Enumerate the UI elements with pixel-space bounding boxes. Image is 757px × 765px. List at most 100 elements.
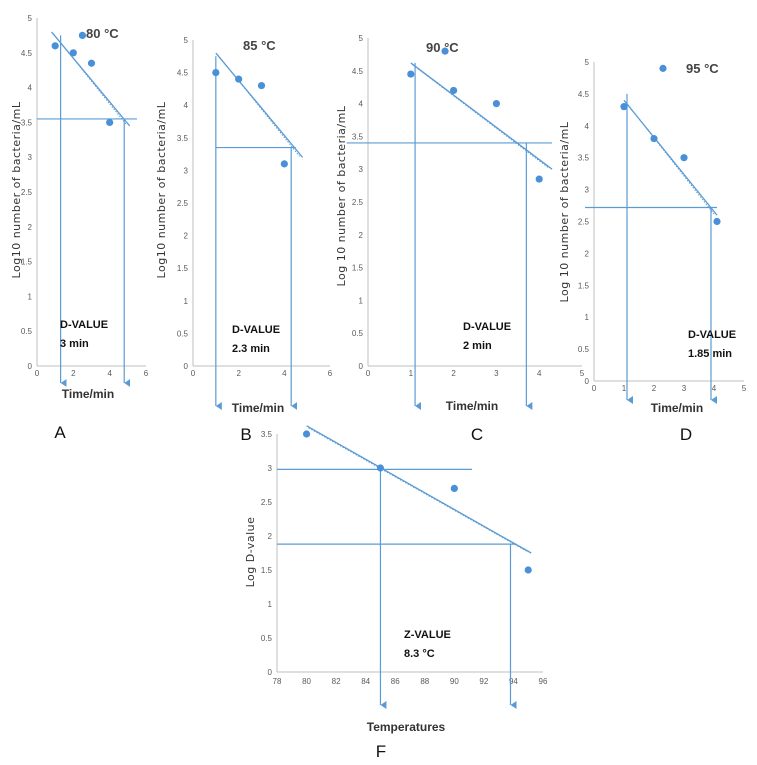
- data-point: [212, 69, 219, 76]
- x-axis-label: Temperatures: [367, 720, 446, 734]
- x-tick-label: 2: [236, 369, 241, 378]
- y-tick-label: 2: [268, 532, 273, 541]
- y-tick-label: 0.5: [352, 329, 364, 338]
- data-point: [106, 119, 113, 126]
- y-tick-label: 1: [184, 297, 189, 306]
- annotation-value: 2.3 min: [232, 343, 270, 355]
- data-point: [536, 175, 543, 182]
- data-point: [281, 160, 288, 167]
- panel-b: 0 0.5 1 1.5 2 2.5 3 3.5 4 4.5 5 0 2 4 6 85 °C D-VALUE 2.3…: [155, 36, 333, 444]
- data-point: [450, 87, 457, 94]
- y-tick-label: 0: [359, 362, 364, 371]
- x-tick-label: 0: [592, 384, 597, 393]
- data-point: [235, 76, 242, 83]
- chart-title: 95 °C: [686, 61, 719, 76]
- annotation-value: 2 min: [463, 340, 492, 352]
- x-tick-label: 4: [537, 369, 542, 378]
- y-tick-label: 3.5: [578, 154, 590, 163]
- panel-label: A: [54, 423, 66, 442]
- x-tick-label: 5: [742, 384, 747, 393]
- y-tick-label: 5: [28, 14, 33, 23]
- y-tick-label: 3: [359, 165, 364, 174]
- y-tick-label: 0: [28, 362, 33, 371]
- x-tick-label: 0: [35, 369, 40, 378]
- panel-a: 0 0.5 1 1.5 2 2.5 3 3.5 4 4.5 5 0 2 4 6 80 °C D-VALUE 3 m…: [10, 14, 149, 442]
- trendline-dotted: [626, 102, 714, 214]
- chart-title: 85 °C: [243, 38, 276, 53]
- y-tick-label: 3: [184, 166, 189, 175]
- x-tick-label: 4: [712, 384, 717, 393]
- x-axis-label: Time/min: [62, 387, 114, 401]
- x-tick-label: 1: [622, 384, 627, 393]
- y-axis-label: Log10 number of bacteria/mL: [155, 101, 168, 278]
- data-point: [377, 464, 384, 471]
- x-axis-label: Time/min: [446, 399, 498, 413]
- y-tick-label: 1.5: [352, 264, 364, 273]
- y-tick-label: 0.5: [578, 345, 590, 354]
- panel-label: F: [376, 742, 386, 761]
- y-tick-label: 0: [184, 362, 189, 371]
- trendline-dotted: [309, 428, 529, 552]
- panel-label: B: [240, 425, 251, 444]
- y-axis-label: Log 10 number of bacteria/mL: [335, 105, 348, 286]
- y-tick-label: 2.5: [352, 198, 364, 207]
- y-tick-label: 4: [359, 100, 364, 109]
- y-tick-label: 0.5: [177, 329, 189, 338]
- x-tick-label: 82: [332, 677, 341, 686]
- panel-c: 0 0.5 1 1.5 2 2.5 3 3.5 4 4.5 5 0 1 2 3 4 5 90 °C D-VALUE 2…: [335, 34, 585, 444]
- y-tick-label: 3.5: [261, 430, 273, 439]
- chart-title: 80 °C: [86, 26, 119, 41]
- y-tick-label: 2.5: [177, 199, 189, 208]
- data-point: [88, 60, 95, 67]
- x-tick-label: 6: [328, 369, 333, 378]
- y-tick-label: 2.5: [578, 218, 590, 227]
- y-tick-label: 1: [359, 296, 364, 305]
- y-tick-label: 1: [268, 600, 273, 609]
- x-tick-label: 3: [682, 384, 687, 393]
- y-tick-label: 4.5: [578, 90, 590, 99]
- y-tick-label: 2: [585, 249, 590, 258]
- y-tick-label: 3: [28, 153, 33, 162]
- trendline: [216, 53, 303, 157]
- x-axis-label: Time/min: [651, 401, 703, 415]
- y-tick-label: 2: [359, 231, 364, 240]
- y-tick-label: 2: [184, 232, 189, 241]
- annotation-heading: D-VALUE: [688, 329, 736, 341]
- y-tick-label: 3.5: [352, 132, 364, 141]
- x-tick-label: 2: [451, 369, 456, 378]
- annotation-value: 3 min: [60, 338, 89, 350]
- x-tick-label: 1: [409, 369, 414, 378]
- y-tick-label: 3: [585, 186, 590, 195]
- trendline-dotted: [218, 55, 300, 156]
- x-axis-label: Time/min: [232, 401, 284, 415]
- y-tick-label: 5: [184, 36, 189, 45]
- data-point: [303, 430, 310, 437]
- data-point: [525, 566, 532, 573]
- y-tick-label: 5: [585, 58, 590, 67]
- y-tick-label: 4.5: [177, 69, 189, 78]
- x-tick-label: 86: [391, 677, 400, 686]
- x-tick-label: 78: [273, 677, 282, 686]
- y-tick-label: 4: [184, 101, 189, 110]
- y-tick-label: 2: [28, 223, 33, 232]
- x-tick-label: 6: [144, 369, 149, 378]
- x-tick-label: 0: [366, 369, 371, 378]
- x-tick-label: 0: [191, 369, 196, 378]
- data-point: [451, 485, 458, 492]
- y-tick-label: 1.5: [578, 281, 590, 290]
- y-tick-label: 4.5: [21, 49, 33, 58]
- data-point: [258, 82, 265, 89]
- data-point: [659, 65, 666, 72]
- annotation-value: 1.85 min: [688, 348, 732, 360]
- data-point: [650, 135, 657, 142]
- panel-label: C: [471, 425, 483, 444]
- x-tick-label: 4: [282, 369, 287, 378]
- panel-f: 00.511.522.533.578 80 82 84 86 88 90 92 94 96Z-VA…: [244, 426, 548, 761]
- data-point: [79, 32, 86, 39]
- data-point: [493, 100, 500, 107]
- data-point: [713, 218, 720, 225]
- y-tick-label: 1.5: [261, 566, 273, 575]
- data-point: [407, 70, 414, 77]
- y-tick-label: 0.5: [21, 327, 33, 336]
- x-tick-label: 92: [479, 677, 488, 686]
